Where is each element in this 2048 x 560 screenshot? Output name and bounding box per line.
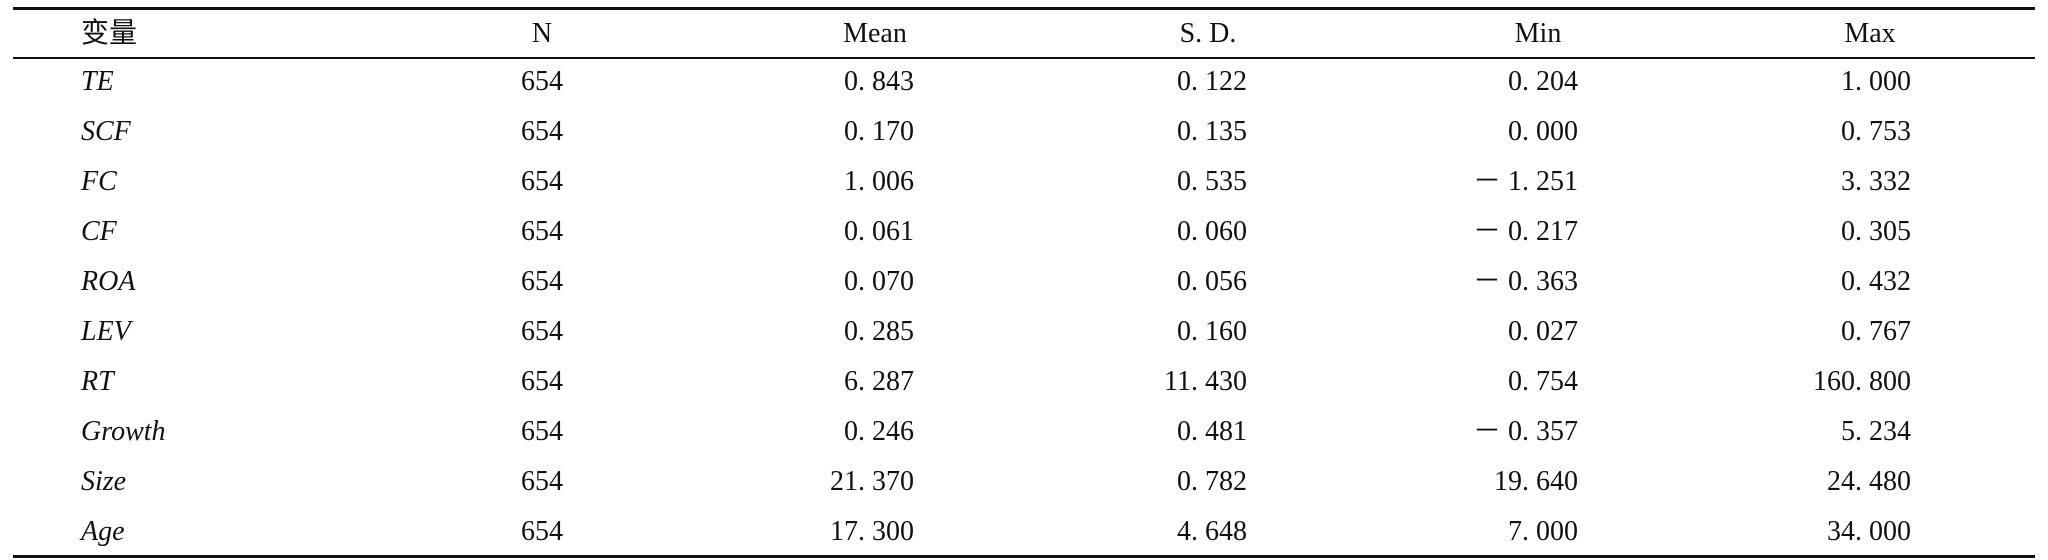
cell: 0. 000 xyxy=(1508,116,1578,147)
cell: 0. 135 xyxy=(1177,116,1247,147)
cell: 4. 648 xyxy=(1177,516,1247,547)
row-label: FC xyxy=(81,166,117,197)
row-label: Age xyxy=(81,516,125,547)
row-label: SCF xyxy=(81,116,131,147)
cell: 0. 070 xyxy=(844,266,914,297)
header-rule xyxy=(13,57,2035,59)
cell: 654 xyxy=(521,266,563,297)
cell: 0. 060 xyxy=(1177,216,1247,247)
cell: － 0. 217 xyxy=(1472,216,1578,247)
cell: 654 xyxy=(521,316,563,347)
cell: 654 xyxy=(521,516,563,547)
cell: 3. 332 xyxy=(1841,166,1911,197)
cell: 0. 432 xyxy=(1841,266,1911,297)
cell: 0. 305 xyxy=(1841,216,1911,247)
cell: 654 xyxy=(521,116,563,147)
header-cell: 变量 xyxy=(81,18,138,49)
cell: 1. 000 xyxy=(1841,66,1911,97)
cell: 5. 234 xyxy=(1841,416,1911,447)
cell: 7. 000 xyxy=(1508,516,1578,547)
cell: 0. 204 xyxy=(1508,66,1578,97)
cell: － 0. 363 xyxy=(1472,266,1578,297)
cell: 11. 430 xyxy=(1164,366,1247,397)
cell: 21. 370 xyxy=(830,466,914,497)
cell: 0. 843 xyxy=(844,66,914,97)
cell: 654 xyxy=(521,216,563,247)
cell: 654 xyxy=(521,166,563,197)
cell: 0. 246 xyxy=(844,416,914,447)
header-cell: Max xyxy=(1844,18,1896,49)
cell: 1. 006 xyxy=(844,166,914,197)
row-label: CF xyxy=(81,216,117,247)
row-label: LEV xyxy=(81,316,131,347)
cell: 17. 300 xyxy=(830,516,914,547)
cell: 0. 285 xyxy=(844,316,914,347)
top-rule xyxy=(13,7,2035,10)
row-label: TE xyxy=(81,66,114,97)
cell: 0. 782 xyxy=(1177,466,1247,497)
cell: 654 xyxy=(521,416,563,447)
cell: 654 xyxy=(521,66,563,97)
cell: 0. 754 xyxy=(1508,366,1578,397)
cell: 19. 640 xyxy=(1494,466,1578,497)
cell: 0. 122 xyxy=(1177,66,1247,97)
row-label: Size xyxy=(81,466,127,497)
cell: － 0. 357 xyxy=(1472,416,1578,447)
cell: 654 xyxy=(521,366,563,397)
cell: 160. 800 xyxy=(1813,366,1911,397)
cell: 6. 287 xyxy=(844,366,914,397)
cell: 0. 170 xyxy=(844,116,914,147)
row-label: RT xyxy=(81,366,114,397)
cell: 0. 481 xyxy=(1177,416,1247,447)
cell: 0. 767 xyxy=(1841,316,1911,347)
header-cell: Min xyxy=(1514,18,1562,49)
cell: － 1. 251 xyxy=(1472,166,1578,197)
cell: 654 xyxy=(521,466,563,497)
header-cell: N xyxy=(531,18,553,49)
header-cell: S. D. xyxy=(1179,18,1237,49)
bottom-rule xyxy=(13,555,2035,558)
row-label: Growth xyxy=(81,416,166,447)
cell: 0. 027 xyxy=(1508,316,1578,347)
cell: 0. 056 xyxy=(1177,266,1247,297)
row-label: ROA xyxy=(81,266,136,297)
cell: 0. 535 xyxy=(1177,166,1247,197)
cell: 0. 753 xyxy=(1841,116,1911,147)
cell: 0. 061 xyxy=(844,216,914,247)
cell: 34. 000 xyxy=(1827,516,1911,547)
cell: 0. 160 xyxy=(1177,316,1247,347)
header-cell: Mean xyxy=(843,18,907,49)
cell: 24. 480 xyxy=(1827,466,1911,497)
